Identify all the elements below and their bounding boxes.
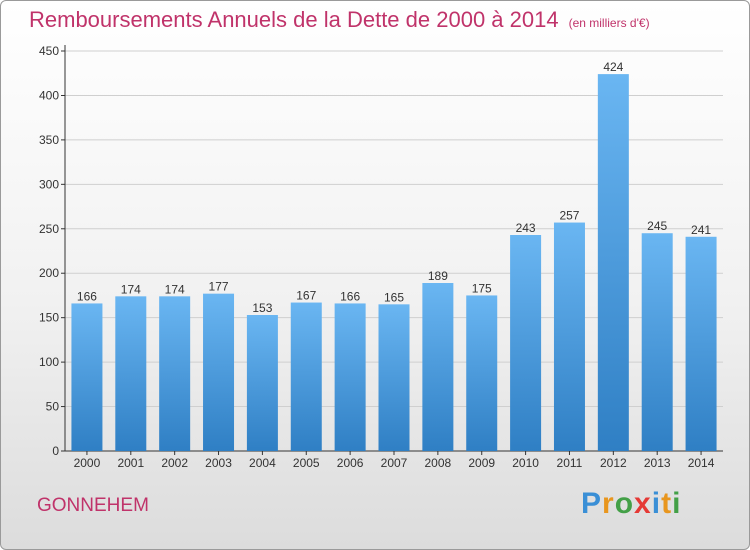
data-label-2003: 177 (209, 280, 229, 294)
y-tick-label: 150 (39, 311, 59, 325)
x-tick-label-2014: 2014 (688, 456, 715, 470)
x-tick-label-2013: 2013 (644, 456, 671, 470)
data-label-2007: 165 (384, 290, 404, 304)
bar-2011 (553, 222, 585, 451)
logo-letter: P (581, 487, 603, 520)
bar-2000 (71, 303, 103, 451)
logo-letter: r (602, 487, 615, 520)
data-label-2006: 166 (340, 289, 360, 303)
chart-unit: (en milliers d'€) (568, 16, 650, 30)
x-tick-label-2000: 2000 (74, 456, 101, 470)
bar-2002 (159, 296, 191, 451)
y-tick-label: 100 (39, 355, 59, 369)
logo-letter: t (661, 487, 673, 520)
y-tick-label: 350 (39, 133, 59, 147)
bar-2012 (597, 74, 629, 451)
logo-letter: i (672, 487, 682, 520)
bar-2009 (466, 295, 498, 451)
x-tick-label-2006: 2006 (337, 456, 364, 470)
bar-2013 (641, 233, 673, 451)
y-tick-label: 0 (52, 444, 59, 458)
logo-letter: o (614, 487, 635, 520)
bar-2010 (510, 235, 542, 451)
y-tick-label: 200 (39, 266, 59, 280)
data-label-2013: 245 (647, 219, 667, 233)
chart-title-text: Remboursements Annuels de la Dette de 20… (29, 7, 559, 32)
x-tick-label-2005: 2005 (293, 456, 320, 470)
data-label-2000: 166 (77, 289, 97, 303)
bar-2008 (422, 283, 454, 451)
y-tick-label: 400 (39, 88, 59, 102)
data-label-2012: 424 (603, 60, 623, 74)
y-tick-label: 50 (46, 400, 60, 414)
x-tick-label-2008: 2008 (425, 456, 452, 470)
data-label-2011: 257 (559, 209, 579, 223)
x-tick-label-2002: 2002 (161, 456, 188, 470)
data-label-2005: 167 (296, 289, 316, 303)
y-tick-label: 250 (39, 222, 59, 236)
x-tick-label-2007: 2007 (381, 456, 408, 470)
x-tick-label-2010: 2010 (512, 456, 539, 470)
x-tick-label-2009: 2009 (468, 456, 495, 470)
bar-2001 (115, 296, 147, 451)
data-label-2014: 241 (691, 223, 711, 237)
data-label-2001: 174 (121, 282, 141, 296)
logo-letter: i (651, 487, 662, 520)
proxiti-logo[interactable]: Proxiti (581, 487, 681, 521)
data-label-2008: 189 (428, 269, 448, 283)
bar-2006 (334, 303, 366, 451)
data-label-2009: 175 (472, 281, 492, 295)
data-label-2010: 243 (516, 221, 536, 235)
bar-2003 (203, 293, 235, 451)
bar-2014 (685, 236, 717, 451)
bar-2005 (290, 302, 322, 451)
data-label-2002: 174 (165, 282, 185, 296)
x-tick-label-2004: 2004 (249, 456, 276, 470)
town-name: GONNEHEM (37, 495, 149, 516)
chart-title: Remboursements Annuels de la Dette de 20… (29, 7, 650, 33)
y-tick-label: 450 (39, 44, 59, 58)
bar-2004 (246, 315, 278, 451)
x-tick-label-2003: 2003 (205, 456, 232, 470)
logo-letter: x (634, 487, 652, 520)
x-tick-label-2001: 2001 (117, 456, 144, 470)
data-label-2004: 153 (252, 301, 272, 315)
x-tick-label-2012: 2012 (600, 456, 627, 470)
x-tick-label-2011: 2011 (557, 456, 583, 470)
bar-2007 (378, 304, 410, 451)
y-tick-label: 300 (39, 177, 59, 191)
